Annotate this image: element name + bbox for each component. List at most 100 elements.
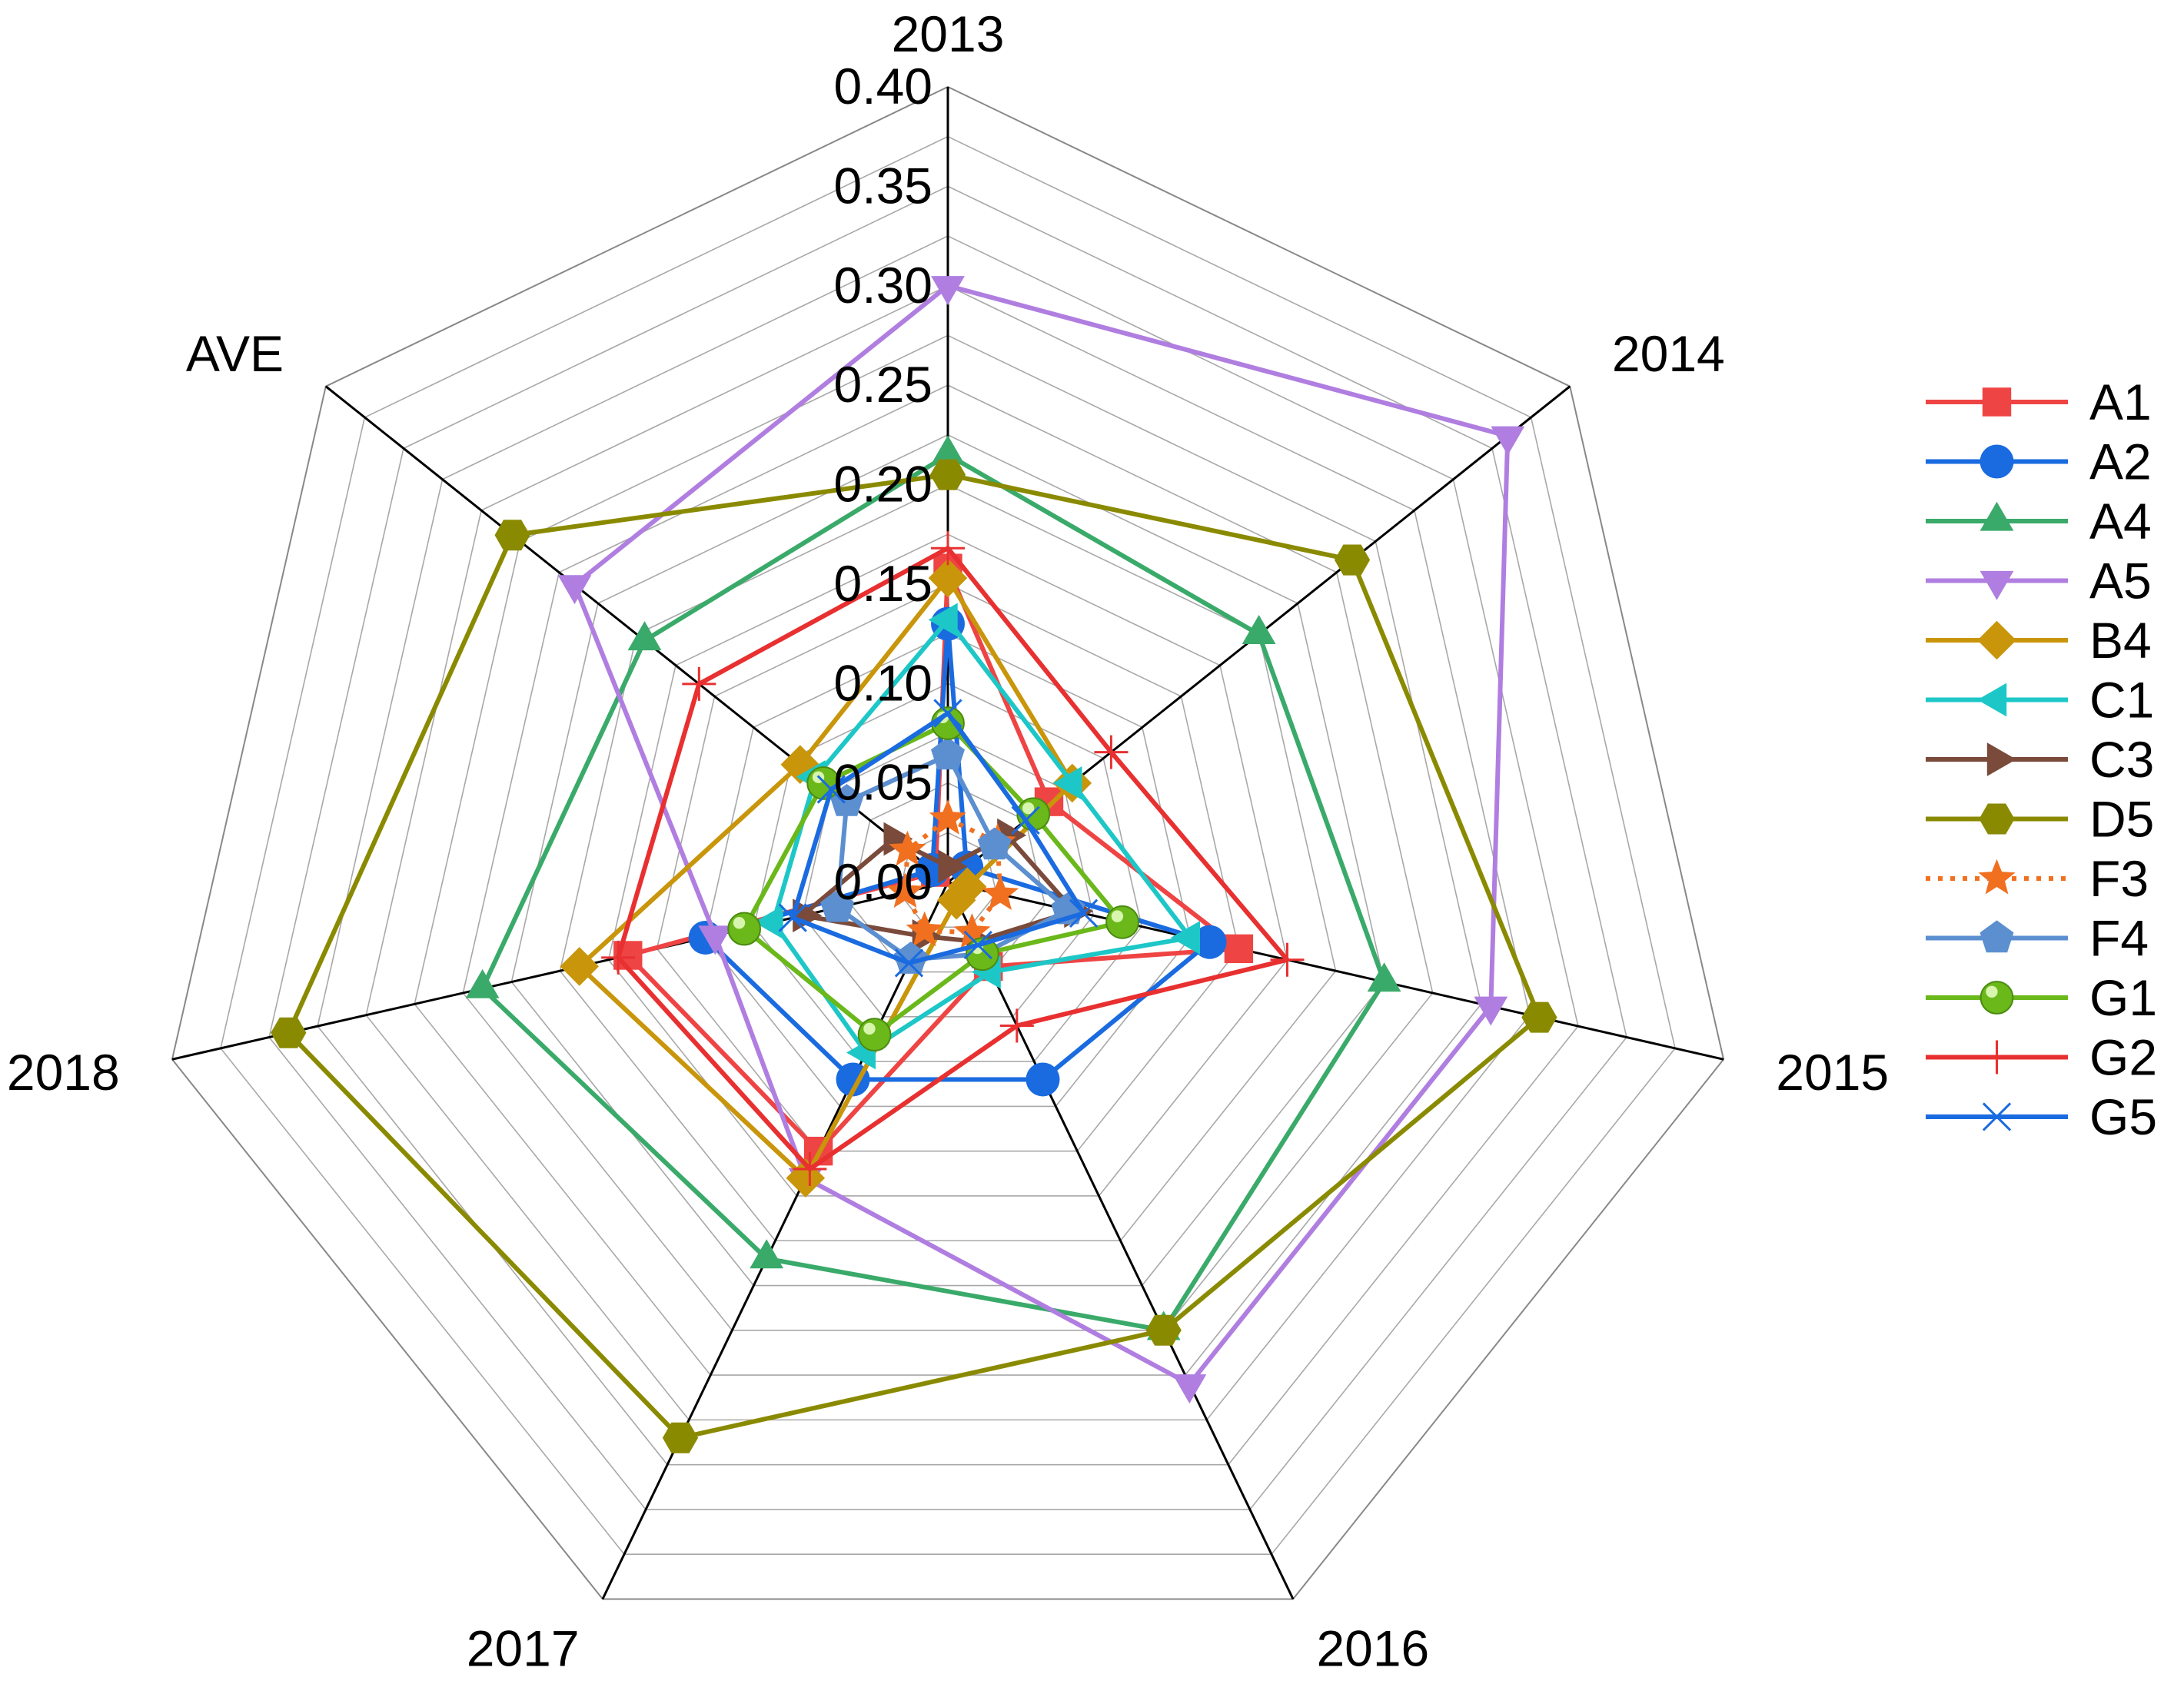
marker-highlight [733,917,746,929]
data-point [271,1017,307,1048]
axis-label-2016: 2016 [1316,1620,1429,1677]
data-point [682,666,716,701]
data-point [933,699,962,728]
data-point [931,276,965,306]
data-point [1026,1062,1060,1097]
data-point [1171,921,1200,955]
data-point [1011,805,1040,835]
data-point [1094,735,1129,769]
legend-label: C1 [2089,672,2154,729]
grid-ring [414,334,1482,1376]
tick-label: 0.30 [834,257,932,314]
data-point [886,872,924,908]
grid-ring [559,483,1337,1242]
data-point [929,459,966,490]
data-point [1982,1102,2012,1131]
series-A5 [557,276,1525,1404]
legend-item-G5: G5 [1926,1088,2157,1145]
radar-grid [171,85,1725,1600]
series-line [286,472,1542,1440]
data-point [793,1152,827,1186]
data-point [816,775,846,804]
axis-label-2014: 2014 [1612,325,1725,382]
data-point [753,905,783,939]
grid-ring [317,235,1579,1466]
data-point [928,558,968,598]
data-point [1980,444,2014,479]
series-line [835,752,1071,962]
radar-series [271,276,1557,1453]
data-point [1270,942,1305,977]
axis-label-2018: 2018 [7,1044,120,1101]
legend-item-D5: D5 [1926,791,2154,848]
data-point [1145,1314,1182,1346]
data-point [1052,766,1082,800]
series-line [703,621,1212,1082]
grid-ring [510,433,1385,1287]
data-point [1474,996,1508,1026]
legend-label: G1 [2089,969,2157,1026]
axis-spoke [946,882,1295,1600]
tick-label: 0.05 [834,754,932,811]
data-point [465,968,500,998]
data-point [889,830,926,866]
data-point [1069,898,1099,928]
data-point [1982,387,2012,417]
legend-item-A2: A2 [1926,433,2152,490]
tick-label: 0.40 [834,58,932,115]
data-point [906,911,943,947]
grid-ring [365,284,1531,1421]
series-line [616,546,1290,1172]
legend-item-C3: C3 [1926,731,2154,788]
grid-ring [220,135,1676,1556]
marker-highlight [1111,910,1124,922]
data-point [894,948,924,978]
data-point [893,942,928,974]
legend-item-G2: G2 [1926,1029,2157,1086]
data-point [1980,920,2014,953]
data-point [601,940,636,975]
data-point [820,889,855,922]
legend-label: F4 [2089,910,2149,967]
data-point [627,621,662,651]
series-D5 [271,459,1557,1453]
data-point [1980,501,2014,531]
data-point [494,520,530,551]
data-point [931,531,965,566]
tick-label: 0.25 [834,356,932,413]
data-point [698,925,733,955]
marker-highlight [1986,985,1998,998]
data-point [1367,962,1401,992]
legend-label: A5 [2089,553,2152,609]
series-line [480,452,1387,1333]
tick-label: 0.15 [834,555,932,612]
legend-item-A5: A5 [1926,553,2152,609]
legend-label: D5 [2089,791,2154,848]
legend-label: C3 [2089,731,2154,788]
data-point [928,603,958,637]
axis-spoke [601,882,949,1600]
data-point [1979,803,2015,835]
data-point [1224,934,1254,964]
data-point [1105,905,1139,939]
data-point [1172,1374,1207,1404]
data-point [931,435,965,465]
data-point [953,913,991,948]
data-point [1980,1040,2014,1075]
series-G1 [727,706,1139,1052]
data-point [929,799,967,835]
series-A4 [465,435,1401,1340]
grid-ring [171,85,1725,1600]
data-point [560,947,599,986]
grid-ring [850,782,1045,973]
marker-highlight [863,1022,876,1035]
legend-label: A1 [2089,374,2152,430]
tick-label: 0.35 [834,157,932,214]
grid-ring [268,185,1627,1510]
legend-item-F4: F4 [1926,910,2149,967]
axis-label-2017: 2017 [467,1620,580,1677]
grid-ring [607,533,1288,1197]
data-point [999,1008,1034,1043]
